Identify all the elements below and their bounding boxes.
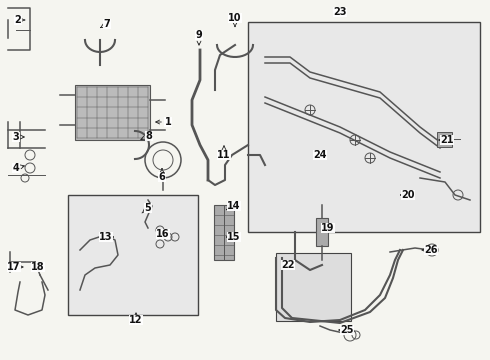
Text: 10: 10 bbox=[228, 13, 242, 27]
Text: 2: 2 bbox=[15, 15, 24, 25]
Text: 13: 13 bbox=[99, 232, 113, 242]
Text: 11: 11 bbox=[217, 146, 231, 160]
Bar bbox=[248, 22, 480, 232]
Text: 18: 18 bbox=[31, 262, 45, 272]
Text: 3: 3 bbox=[13, 132, 24, 142]
Text: 17: 17 bbox=[7, 262, 23, 272]
Bar bbox=[316, 218, 328, 246]
Text: 16: 16 bbox=[156, 229, 170, 239]
Bar bbox=[437, 132, 452, 147]
Text: 12: 12 bbox=[129, 313, 143, 325]
Text: 25: 25 bbox=[339, 325, 354, 335]
Text: 22: 22 bbox=[281, 260, 295, 270]
Text: 23: 23 bbox=[333, 7, 347, 17]
Text: 9: 9 bbox=[196, 30, 202, 45]
Text: 14: 14 bbox=[226, 201, 241, 211]
Bar bbox=[214, 205, 234, 260]
Text: 5: 5 bbox=[142, 203, 151, 213]
Text: 4: 4 bbox=[13, 163, 24, 173]
Text: 20: 20 bbox=[401, 190, 415, 200]
Text: 7: 7 bbox=[100, 19, 110, 29]
Bar bbox=[276, 253, 351, 321]
Text: 26: 26 bbox=[422, 245, 438, 255]
Text: 8: 8 bbox=[141, 131, 152, 141]
Bar bbox=[75, 85, 150, 140]
Text: 6: 6 bbox=[159, 168, 166, 182]
Text: 15: 15 bbox=[226, 232, 241, 242]
Text: 21: 21 bbox=[439, 135, 454, 145]
Bar bbox=[68, 195, 198, 315]
Text: 24: 24 bbox=[313, 150, 327, 160]
Text: 19: 19 bbox=[321, 223, 335, 233]
Text: 1: 1 bbox=[156, 117, 171, 127]
